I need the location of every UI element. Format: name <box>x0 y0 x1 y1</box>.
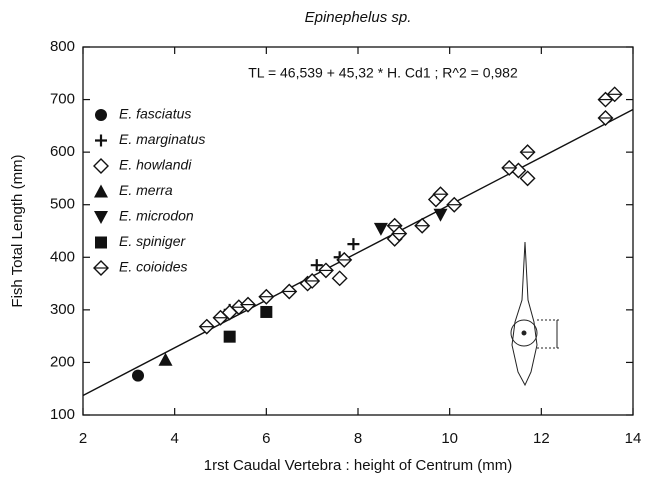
marker <box>95 236 107 249</box>
regression-line <box>82 108 634 397</box>
legend-label: E. microdon <box>119 208 194 224</box>
y-axis-label: Fish Total Length (mm) <box>9 154 26 307</box>
marker <box>260 305 273 318</box>
marker <box>391 225 408 242</box>
marker <box>258 288 275 305</box>
marker <box>223 330 236 343</box>
marker <box>373 222 388 236</box>
marker <box>432 186 449 203</box>
legend-label: E. spiniger <box>119 233 186 249</box>
marker <box>93 260 109 276</box>
y-tick-label: 300 <box>50 301 75 318</box>
chart-title: Epinephelus sp. <box>305 9 412 26</box>
marker <box>212 309 229 326</box>
marker <box>132 369 144 382</box>
annotation: TL = 46,539 + 45,32 * H. Cd1 ; R^2 = 0,9… <box>248 65 518 81</box>
y-tick-label: 100 <box>50 406 75 423</box>
marker <box>93 158 109 174</box>
legend-label: E. howlandi <box>119 157 192 173</box>
marker <box>414 217 431 234</box>
marker <box>317 262 334 279</box>
marker <box>158 352 173 366</box>
marker <box>501 159 518 176</box>
marker <box>331 270 348 287</box>
x-tick-label: 10 <box>441 430 458 447</box>
legend-label: E. marginatus <box>119 131 205 147</box>
marker <box>606 86 623 103</box>
marker <box>94 184 108 198</box>
marker <box>310 259 323 272</box>
x-tick-label: 6 <box>262 430 270 447</box>
x-tick-label: 14 <box>625 430 642 447</box>
legend-label: E. fasciatus <box>119 106 191 122</box>
marker <box>304 272 321 289</box>
marker <box>347 238 360 251</box>
legend-label: E. merra <box>119 182 173 198</box>
marker <box>597 109 614 126</box>
marker <box>446 196 463 213</box>
marker <box>95 109 107 121</box>
marker <box>519 144 536 161</box>
x-tick-label: 4 <box>170 430 178 447</box>
marker <box>94 211 108 224</box>
y-tick-label: 600 <box>50 143 75 160</box>
marker <box>240 296 256 313</box>
y-tick-label: 800 <box>50 38 75 55</box>
x-tick-label: 8 <box>354 430 362 447</box>
y-tick-label: 700 <box>50 91 75 108</box>
x-axis-label: 1rst Caudal Vertebra : height of Centrum… <box>204 457 512 474</box>
x-tick-label: 2 <box>79 430 87 447</box>
y-tick-label: 500 <box>50 196 75 213</box>
marker <box>336 251 353 268</box>
marker <box>281 283 298 300</box>
marker <box>519 170 536 187</box>
x-tick-label: 12 <box>533 430 550 447</box>
marker <box>433 208 448 222</box>
y-tick-label: 200 <box>50 353 75 370</box>
marker <box>95 134 107 147</box>
fish-diagram <box>510 241 560 387</box>
marker <box>198 318 215 335</box>
legend-label: E. coioides <box>119 259 187 275</box>
y-tick-label: 400 <box>50 248 75 265</box>
